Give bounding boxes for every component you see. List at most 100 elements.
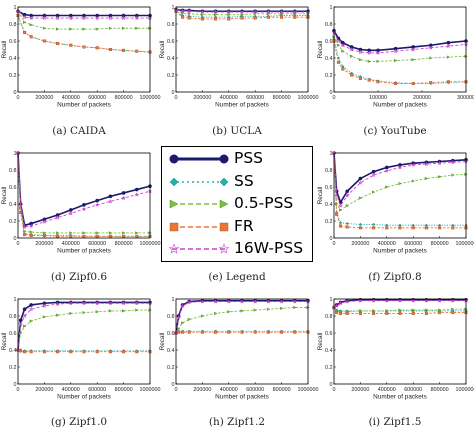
y-tick-label: 1 — [14, 297, 17, 303]
data-point — [29, 350, 33, 354]
data-point — [135, 26, 139, 30]
legend-entry: 16W-PSS — [162, 238, 312, 260]
data-point — [350, 54, 354, 58]
data-point — [82, 350, 86, 354]
data-point — [81, 15, 87, 21]
data-point — [358, 76, 362, 80]
data-point — [29, 319, 33, 323]
plot-frame — [17, 152, 151, 239]
chart-ucla: 0 200000 400000 600000 800000 1000000 0 0.2 0.4 0… — [159, 5, 319, 109]
data-point — [200, 13, 205, 17]
legend-marker — [169, 222, 179, 231]
data-point — [293, 330, 297, 334]
data-point — [358, 309, 363, 313]
data-point — [42, 233, 46, 237]
x-tick-label: 400000 — [62, 95, 80, 101]
data-point — [239, 9, 245, 15]
x-tick-label: 400000 — [378, 387, 396, 393]
legend-swatch — [169, 222, 229, 231]
y-tick-label: 0.2 — [325, 219, 333, 225]
data-point — [450, 159, 456, 165]
data-point — [214, 311, 218, 316]
data-point — [334, 303, 339, 308]
series-ss — [332, 37, 468, 86]
y-tick-label: 0.2 — [167, 73, 175, 79]
data-point — [438, 223, 442, 227]
series-line — [175, 301, 308, 334]
series-pss — [16, 300, 152, 352]
data-point — [108, 26, 113, 30]
y-tick-label: 0 — [14, 236, 17, 242]
plot-frame — [175, 298, 309, 385]
x-tick-label: 800000 — [273, 95, 291, 101]
y-tick-label: 0.2 — [325, 73, 333, 79]
x-tick-label: 800000 — [431, 241, 449, 247]
y-tick-label: 0.2 — [9, 365, 17, 371]
legend-swatch — [169, 154, 229, 164]
data-point — [350, 73, 354, 77]
data-point — [23, 31, 27, 35]
subfigure-caption: (c) YouTube — [363, 125, 427, 137]
legend-marker — [169, 177, 179, 186]
x-tick-label: 200000 — [35, 387, 53, 393]
series-line — [333, 36, 467, 62]
data-point — [279, 9, 284, 15]
legend-label: SS — [234, 171, 254, 190]
x-tick-label: 600000 — [88, 387, 106, 393]
data-point — [367, 78, 371, 82]
data-point — [29, 303, 34, 307]
x-axis-label: Number of packets — [57, 394, 111, 401]
data-point — [438, 226, 442, 230]
x-tick-label: 1000000 — [456, 387, 474, 393]
data-point — [341, 64, 345, 69]
y-tick-label: 1 — [330, 5, 333, 11]
data-point — [177, 327, 181, 331]
data-point — [187, 317, 191, 322]
subfigure-caption: (g) Zipf1.0 — [50, 416, 108, 428]
data-point — [95, 310, 99, 314]
data-point — [336, 60, 340, 64]
x-tick-label: 1000000 — [298, 387, 319, 393]
data-point — [397, 165, 403, 170]
plot-frame — [17, 6, 151, 93]
data-point — [55, 301, 60, 307]
data-point — [23, 350, 27, 354]
y-tick-label: 0.6 — [325, 39, 333, 45]
subfigure-caption: (b) UCLA — [212, 125, 262, 137]
data-point — [42, 26, 47, 30]
data-point — [280, 306, 284, 310]
plot-frame — [333, 298, 467, 385]
data-point — [345, 311, 349, 315]
data-point — [266, 330, 270, 334]
data-point — [375, 50, 381, 55]
data-point — [28, 306, 34, 312]
data-point — [266, 15, 270, 19]
data-point — [385, 309, 389, 313]
data-point — [29, 23, 33, 27]
y-tick-label: 0.2 — [9, 219, 17, 225]
chart-zipf15: 0 200000 400000 600000 800000 1000000 0 0.2 0.4 0… — [317, 297, 474, 401]
legend-swatch — [169, 199, 229, 209]
x-tick-label: 200000 — [351, 241, 369, 247]
data-point — [181, 15, 185, 19]
data-point — [69, 311, 73, 316]
chart-zipf10: 0 200000 400000 600000 800000 1000000 0 0.2 0.4 0… — [1, 297, 161, 401]
data-point — [372, 309, 376, 313]
legend-marker — [219, 177, 229, 186]
data-point — [214, 17, 218, 21]
data-point — [411, 223, 415, 227]
legend-marker — [219, 154, 229, 164]
data-point — [56, 234, 60, 238]
y-axis-label: Recall — [317, 41, 324, 59]
series-pss — [16, 151, 152, 228]
x-tick-label: 600000 — [246, 387, 264, 393]
y-tick-label: 1 — [172, 297, 175, 303]
data-point — [121, 195, 126, 201]
data-point — [451, 311, 455, 315]
data-point — [372, 190, 376, 194]
chart-zipf08: 0 200000 400000 600000 800000 1000000 0 0.2 0.4 0… — [317, 150, 474, 255]
legend-label: PSS — [234, 149, 264, 167]
data-point — [358, 176, 363, 181]
data-point — [424, 176, 429, 181]
data-point — [239, 299, 245, 304]
